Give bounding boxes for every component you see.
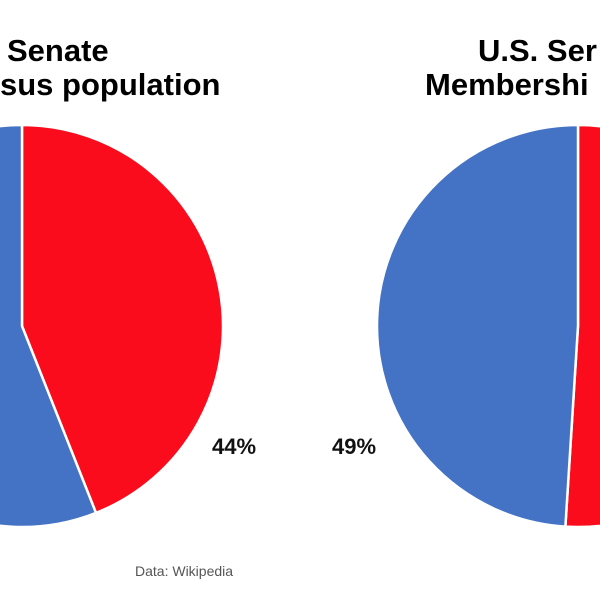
left-pie-slice-blue — [0, 123, 98, 529]
right-pie-slice-red — [564, 123, 600, 529]
right-pie-data-label: 49% — [332, 434, 377, 459]
left-pie-slice-red — [20, 123, 225, 515]
left-title-line-2: sus population — [0, 67, 221, 102]
right-chart-title: U.S. Ser Membershi — [425, 34, 597, 102]
left-pie-data-label: 44% — [212, 434, 257, 459]
right-title-line-1: U.S. Ser — [478, 33, 597, 68]
left-chart-title: Senate sus population — [0, 33, 220, 102]
right-pie-slice-blue — [375, 123, 580, 528]
right-title-line-2: Membershi — [425, 67, 589, 102]
left-title-line-1: Senate — [7, 33, 109, 68]
data-source: Data: Wikipedia — [135, 563, 234, 579]
